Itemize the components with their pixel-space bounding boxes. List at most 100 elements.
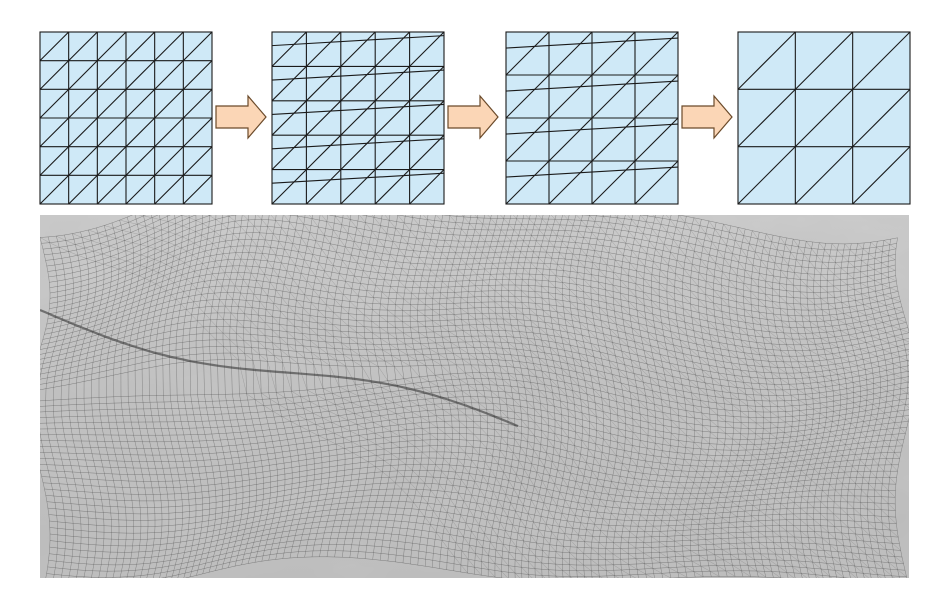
mesh-diagonal [39, 88, 70, 119]
mesh-diagonal [634, 31, 679, 76]
wire-col [612, 215, 634, 578]
wire-col [446, 215, 467, 570]
wire-col [439, 215, 460, 569]
wire-col [779, 237, 800, 578]
mesh-diagonal [852, 31, 911, 90]
wire-col [528, 215, 549, 578]
wire-diagonal [138, 215, 546, 578]
wire-diagonal [449, 215, 845, 578]
mesh-diagonal [306, 169, 342, 205]
wire-col [45, 236, 66, 578]
wire-col [651, 215, 672, 578]
wire-col [98, 222, 120, 578]
wire-col [279, 215, 300, 559]
mesh-diagonal [271, 66, 307, 102]
mesh-diagonal [39, 31, 70, 62]
mesh-diagonal [409, 169, 445, 205]
mesh-diagonal [505, 117, 550, 162]
mesh-diagonal [737, 146, 796, 205]
mesh-panel-stage-1 [39, 31, 213, 205]
mesh-diagonal [96, 60, 127, 90]
mesh-edge [271, 35, 445, 47]
wire-col [257, 215, 279, 562]
mesh-edge [505, 166, 679, 178]
mesh-diagonal [634, 74, 679, 119]
wire-diagonal [883, 240, 897, 249]
mesh-diagonal [39, 117, 70, 148]
wire-diagonal [538, 215, 901, 551]
wire-col [627, 215, 649, 578]
wire-diagonal [410, 215, 808, 578]
mesh-diagonal [409, 66, 445, 102]
mesh-diagonal [306, 134, 342, 170]
mesh-diagonal [271, 31, 307, 67]
wire-col [833, 243, 854, 578]
wire-diagonal [640, 215, 903, 447]
wire-col [757, 233, 779, 578]
mesh-diagonal [182, 31, 213, 62]
wire-col [799, 241, 821, 578]
wire-diagonal [359, 215, 751, 577]
wire-diagonal [461, 215, 857, 578]
wire-col [120, 215, 142, 578]
mesh-edge [505, 37, 679, 49]
wire-col [713, 224, 734, 577]
wire-col [880, 240, 902, 578]
mesh-diagonal [125, 31, 156, 62]
wire-diagonal [207, 215, 573, 578]
wire-col [735, 228, 757, 577]
mesh-diagonal [409, 100, 445, 136]
wire-col [271, 215, 293, 560]
wire-col [690, 219, 711, 578]
mesh-panel-stage-4 [737, 31, 911, 205]
wire-col [750, 232, 772, 577]
mesh-diagonal [154, 174, 184, 205]
wire-col [508, 215, 529, 578]
wire-diagonal [487, 215, 882, 578]
wire-col [643, 215, 664, 578]
wire-diagonal [334, 215, 720, 577]
wire-col [379, 215, 400, 561]
mesh-diagonal [852, 88, 911, 148]
wire-col [806, 241, 828, 578]
wire-diagonal [397, 215, 795, 578]
wire-col [786, 239, 807, 578]
wire-diagonal [576, 215, 896, 511]
wire-diagonal [180, 215, 559, 578]
wire-col [853, 243, 875, 578]
mesh-diagonal [634, 117, 679, 162]
wire-diagonal [40, 237, 468, 574]
wire-col [705, 222, 727, 577]
mesh-diagonal [591, 160, 636, 205]
wire-col [541, 215, 563, 578]
mesh-diagonal [340, 66, 376, 102]
mesh-edge [505, 123, 679, 135]
mesh-diagonal [96, 146, 127, 176]
mesh-diagonal [68, 31, 98, 62]
wire-col [309, 215, 330, 557]
mesh-diagonal [125, 60, 156, 90]
mesh-border [271, 31, 445, 205]
wire-col [605, 215, 626, 578]
wire-col [460, 215, 482, 573]
wire-diagonal [793, 239, 907, 323]
wire-col [487, 215, 509, 577]
wire-col [569, 215, 590, 578]
wire-col [148, 215, 170, 578]
terrain-ridge [40, 308, 519, 428]
wire-col [562, 215, 583, 578]
wire-diagonal [563, 215, 897, 524]
wire-col [68, 231, 90, 578]
wire-col [113, 217, 134, 578]
wire-col [387, 215, 408, 562]
mesh-edge [505, 80, 679, 92]
mesh-diagonal [39, 174, 70, 205]
wire-diagonal [500, 215, 895, 578]
mesh-diagonal [271, 169, 307, 205]
wire-col [576, 215, 597, 578]
wire-col [175, 215, 197, 578]
wire-diagonal [831, 243, 899, 292]
wire-diagonal [601, 215, 897, 485]
mesh-diagonal [154, 31, 184, 62]
